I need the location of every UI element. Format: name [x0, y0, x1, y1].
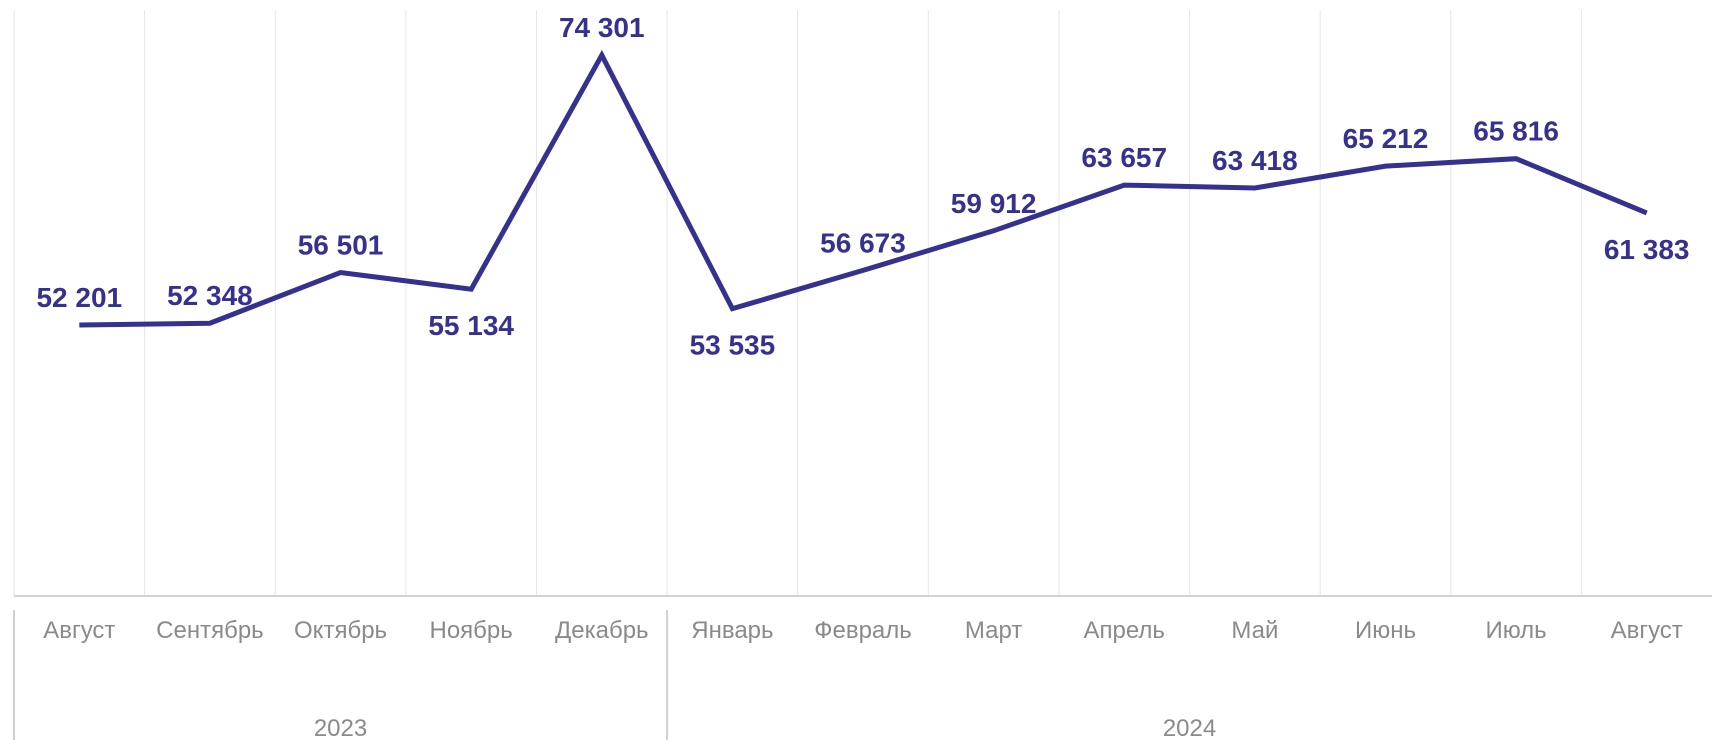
- data-labels: 52 201 52 348 56 501 55 134 74 301 53 535 56 6…: [36, 12, 1689, 361]
- year-groups: 2023 2024: [13, 610, 1216, 742]
- x-tick-label: Сентябрь: [156, 617, 264, 644]
- data-label: 63 657: [1081, 142, 1167, 173]
- x-tick-label: Апрель: [1084, 617, 1165, 644]
- x-tick-label: Октябрь: [294, 617, 387, 644]
- x-tick-label: Ноябрь: [430, 617, 513, 644]
- year-group-label: 2023: [314, 715, 367, 742]
- x-tick-labels: Август Сентябрь Октябрь Ноябрь Декабрь Январь…: [43, 617, 1683, 644]
- x-tick-label: Май: [1231, 617, 1278, 644]
- x-tick-label: Январь: [691, 617, 773, 644]
- data-label: 53 535: [690, 330, 776, 361]
- x-tick-label: Июль: [1485, 617, 1546, 644]
- year-group-label: 2024: [1163, 715, 1216, 742]
- data-label: 65 816: [1473, 116, 1559, 147]
- x-tick-label: Июнь: [1355, 617, 1416, 644]
- grid-layer: [13, 10, 1582, 596]
- x-tick-label: Декабрь: [555, 617, 649, 644]
- data-label: 52 201: [36, 282, 122, 313]
- data-label: 59 912: [951, 188, 1037, 219]
- x-tick-label: Август: [1611, 617, 1683, 644]
- data-label: 52 348: [167, 280, 253, 311]
- data-label: 61 383: [1604, 234, 1690, 265]
- data-label: 56 501: [298, 229, 384, 260]
- x-tick-label: Февраль: [814, 617, 912, 644]
- data-label: 74 301: [559, 12, 645, 43]
- data-label: 56 673: [820, 227, 906, 258]
- x-tick-label: Август: [43, 617, 115, 644]
- data-label: 63 418: [1212, 145, 1298, 176]
- data-label: 55 134: [428, 310, 514, 341]
- series-layer: [79, 49, 1648, 328]
- series-line: [79, 49, 1648, 328]
- x-tick-label: Март: [965, 617, 1022, 644]
- data-label: 65 212: [1343, 123, 1429, 154]
